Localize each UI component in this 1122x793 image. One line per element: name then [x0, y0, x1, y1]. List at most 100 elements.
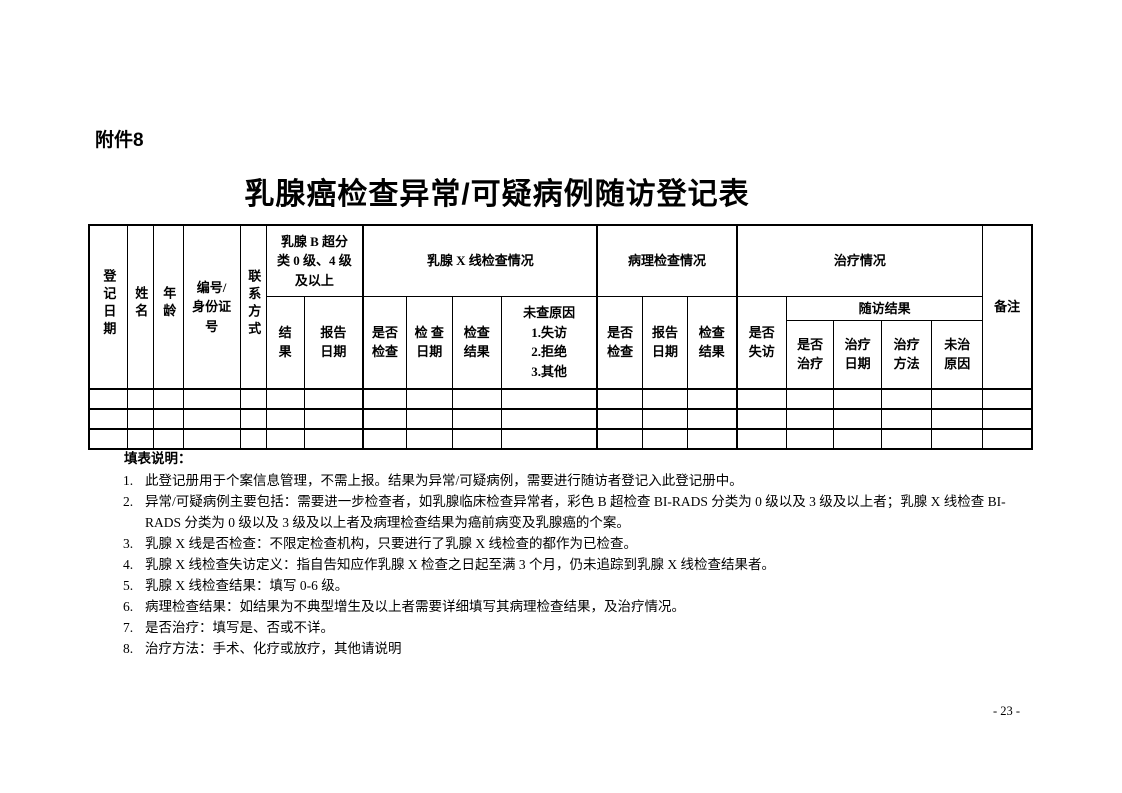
- note-text: 乳腺 X 线检查失访定义：指自告知应作乳腺 X 检查之日起至满 3 个月，仍未追…: [145, 557, 775, 572]
- empty-cell: [152, 427, 184, 449]
- col-header-treatment-date: 治疗 日期: [833, 320, 883, 389]
- empty-cell: [786, 427, 835, 449]
- col-header-id-number: 编号/ 身份证 号: [182, 224, 241, 389]
- empty-cell: [833, 407, 883, 429]
- empty-cell: [931, 387, 984, 409]
- empty-cell: [931, 427, 984, 449]
- empty-cell: [596, 387, 643, 409]
- note-item: 3. 乳腺 X 线是否检查：不限定检查机构，只要进行了乳腺 X 线检查的都作为已…: [112, 533, 1020, 554]
- col-header-b-result: 结 果: [265, 295, 305, 389]
- note-number: 5.: [123, 578, 134, 593]
- table-row: [88, 427, 1033, 449]
- empty-cell: [686, 427, 738, 449]
- empty-cell: [982, 407, 1033, 429]
- empty-cell: [982, 387, 1033, 409]
- empty-cell: [88, 427, 128, 449]
- empty-cell: [881, 387, 933, 409]
- empty-cell: [833, 427, 883, 449]
- empty-cell: [500, 387, 599, 409]
- empty-cell: [833, 387, 883, 409]
- col-header-path-report-date: 报告 日期: [641, 295, 688, 389]
- header-row-subgroups: 结 果 报告 日期 是否 检查 检 查 日期 检查 结果 未查原因 1.失访 2…: [89, 295, 1032, 389]
- note-item: 2. 异常/可疑病例主要包括：需要进一步检查者，如乳腺临床检查异常者，彩色 B …: [112, 491, 1020, 533]
- note-number: 1.: [123, 473, 134, 488]
- header-row-leaf: 是否 治疗 治疗 日期 治疗 方法 未治 原因: [89, 320, 1032, 389]
- col-header-remarks: 备注: [982, 224, 1033, 389]
- table-row: [88, 387, 1033, 409]
- empty-cell: [451, 427, 502, 449]
- note-text: 此登记册用于个案信息管理，不需上报。结果为异常/可疑病例，需要进行随访者登记入此…: [145, 473, 743, 488]
- empty-cell: [88, 407, 128, 429]
- note-number: 8.: [123, 641, 134, 656]
- col-header-registration-date: 登记日期: [88, 224, 128, 389]
- note-number: 2.: [123, 494, 134, 509]
- col-header-xray-result: 检查 结果: [451, 295, 502, 389]
- empty-cell: [126, 387, 154, 409]
- empty-cell: [686, 387, 738, 409]
- col-header-contact: 联系方式: [239, 224, 267, 389]
- note-text: 治疗方法：手术、化疗或放疗，其他请说明: [145, 641, 402, 656]
- form-notes: 填表说明： 1. 此登记册用于个案信息管理，不需上报。结果为异常/可疑病例，需要…: [112, 448, 1020, 659]
- empty-cell: [736, 407, 788, 429]
- attachment-label: 附件8: [95, 130, 144, 151]
- empty-cell: [182, 387, 241, 409]
- empty-cell: [239, 427, 267, 449]
- group-header-xray: 乳腺 X 线检查情况: [362, 224, 599, 297]
- page-number: - 23 -: [993, 704, 1021, 718]
- empty-cell: [182, 407, 241, 429]
- note-number: 7.: [123, 620, 134, 635]
- empty-cell: [641, 427, 688, 449]
- empty-cell: [152, 407, 184, 429]
- empty-cell: [362, 387, 407, 409]
- empty-cell: [265, 427, 305, 449]
- page-title: 乳腺癌检查异常/可疑病例随访登记表: [244, 178, 750, 211]
- empty-cell: [982, 427, 1033, 449]
- empty-cell: [736, 427, 788, 449]
- note-number: 4.: [123, 557, 134, 572]
- col-header-name: 姓名: [126, 224, 154, 389]
- group-header-b-ultrasound: 乳腺 B 超分 类 0 级、4 级 及以上: [265, 224, 365, 297]
- note-text: 乳腺 X 线是否检查：不限定检查机构，只要进行了乳腺 X 线检查的都作为已检查。: [145, 536, 637, 551]
- empty-cell: [265, 387, 305, 409]
- notes-heading: 填表说明：: [124, 451, 192, 466]
- empty-cell: [303, 387, 365, 409]
- empty-cell: [362, 427, 407, 449]
- empty-cell: [126, 427, 154, 449]
- note-text: 病理检查结果：如结果为不典型增生及以上者需要详细填写其病理检查结果，及治疗情况。: [145, 599, 685, 614]
- empty-cell: [152, 387, 184, 409]
- group-header-follow-up-result: 随访结果: [786, 295, 984, 321]
- empty-cell: [786, 407, 835, 429]
- note-number: 6.: [123, 599, 134, 614]
- empty-cell: [500, 427, 599, 449]
- col-header-path-examined: 是否 检查: [596, 295, 643, 389]
- empty-cell: [500, 407, 599, 429]
- empty-cell: [405, 387, 453, 409]
- empty-cell: [641, 387, 688, 409]
- empty-cell: [641, 407, 688, 429]
- empty-cell: [239, 387, 267, 409]
- empty-cell: [88, 387, 128, 409]
- col-header-age: 年龄: [152, 224, 184, 389]
- empty-cell: [303, 427, 365, 449]
- note-text: 异常/可疑病例主要包括：需要进一步检查者，如乳腺临床检查异常者，彩色 B 超检查…: [145, 494, 1006, 530]
- table-header: 登记日期 姓名 年龄 编号/ 身份证 号 联系方式 乳腺 B 超分 类 0 级、…: [88, 224, 1033, 389]
- col-header-xray-exam-date: 检 查 日期: [405, 295, 453, 389]
- empty-cell: [686, 407, 738, 429]
- empty-cell: [451, 387, 502, 409]
- empty-cell: [881, 407, 933, 429]
- empty-cell: [596, 407, 643, 429]
- col-header-b-report-date: 报告 日期: [303, 295, 365, 389]
- empty-cell: [362, 407, 407, 429]
- empty-cell: [931, 407, 984, 429]
- col-header-treatment-method: 治疗 方法: [881, 320, 933, 389]
- note-item: 7. 是否治疗：填写是、否或不详。: [112, 617, 1020, 638]
- note-item: 6. 病理检查结果：如结果为不典型增生及以上者需要详细填写其病理检查结果，及治疗…: [112, 596, 1020, 617]
- note-item: 5. 乳腺 X 线检查结果：填写 0-6 级。: [112, 575, 1020, 596]
- note-number: 3.: [123, 536, 134, 551]
- col-header-lost-follow-up: 是否 失访: [736, 295, 788, 389]
- note-text: 是否治疗：填写是、否或不详。: [145, 620, 334, 635]
- col-header-path-result: 检查 结果: [686, 295, 738, 389]
- empty-cell: [405, 427, 453, 449]
- empty-cell: [182, 427, 241, 449]
